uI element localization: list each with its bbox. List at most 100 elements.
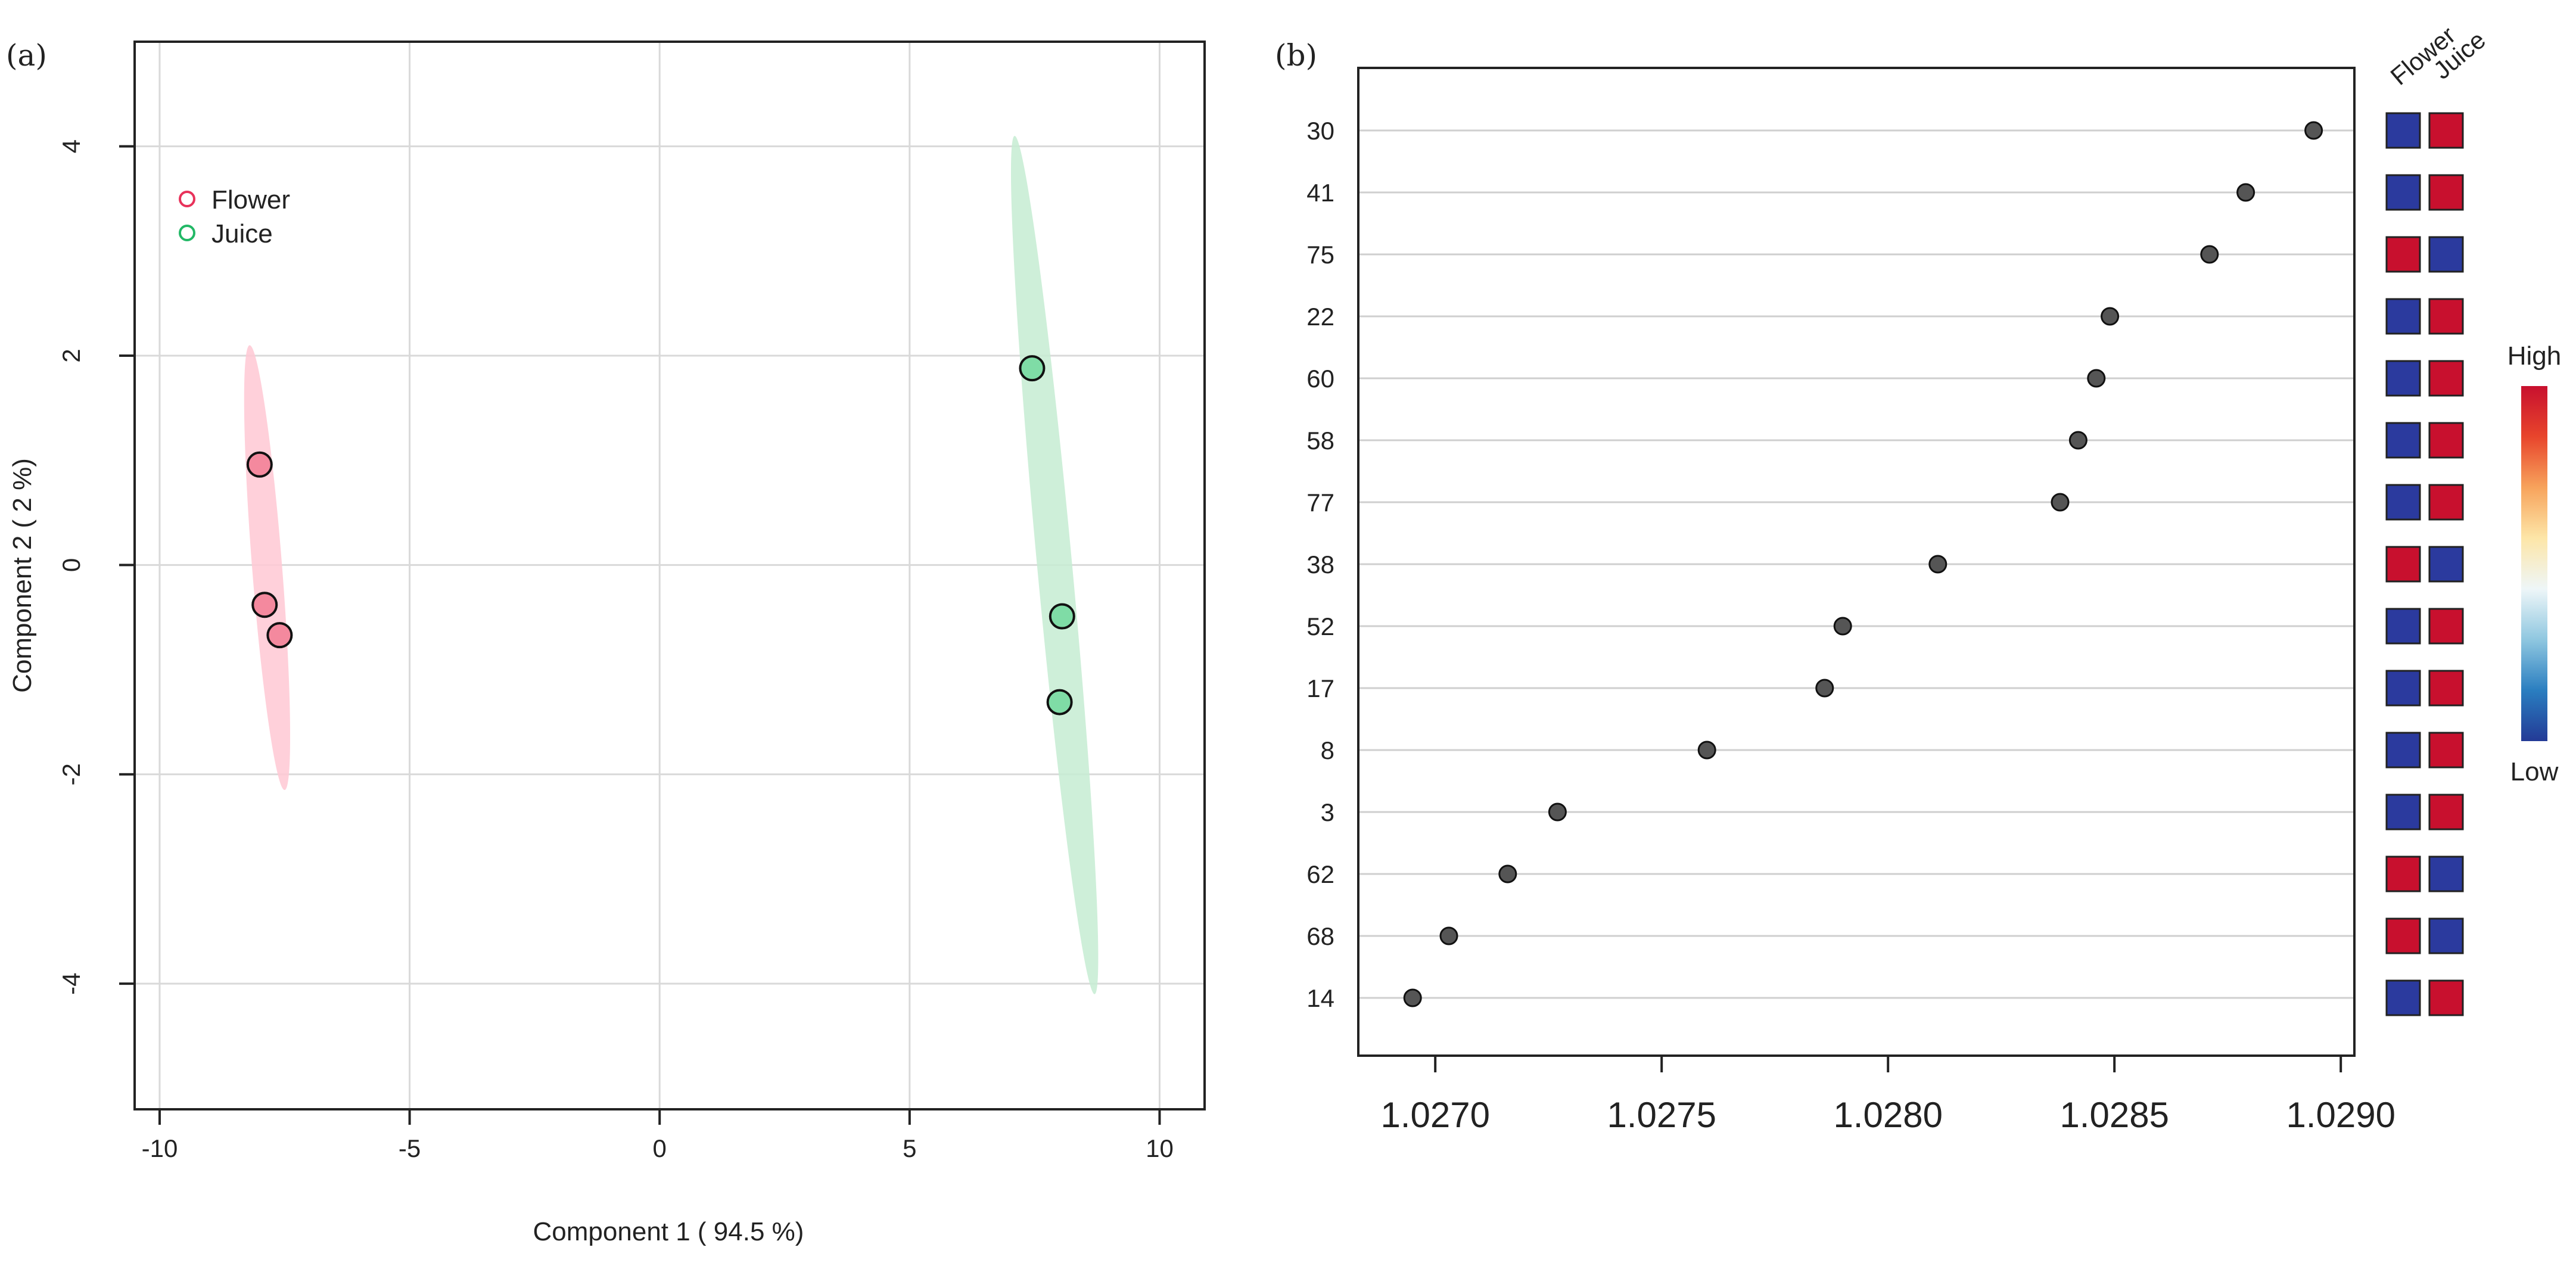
heatmap-cell-juice <box>2428 979 2464 1016</box>
heatmap-cell-juice <box>2428 422 2464 459</box>
heatmap-cell-juice <box>2428 546 2464 583</box>
x-tick-label: 1.0275 <box>1607 1095 1716 1135</box>
point-juice <box>1019 355 1046 382</box>
panel-a-plot-frame <box>133 41 1206 1110</box>
vip-point <box>2068 431 2087 450</box>
heatmap-cell-flower <box>2385 174 2421 211</box>
legend-marker-juice <box>179 225 195 241</box>
legend-marker-flower <box>179 191 195 207</box>
feature-label: 17 <box>1306 674 1334 702</box>
feature-label: 3 <box>1321 798 1334 826</box>
x-tick-label: 1.0290 <box>2286 1095 2395 1135</box>
panel-a-grid <box>135 42 1205 1109</box>
heatmap-cell-juice <box>2428 236 2464 273</box>
y-tick-label: 2 <box>57 349 85 362</box>
heatmap-cell-flower <box>2385 298 2421 335</box>
panel-a-legend: Flower Juice <box>179 185 290 248</box>
vip-point <box>1439 926 1458 945</box>
ellipse-flower <box>244 345 291 791</box>
y-tick-label: -4 <box>57 972 85 994</box>
heatmap-cell-flower <box>2385 917 2421 954</box>
point-flower <box>266 622 293 649</box>
colorbar-gradient <box>2521 386 2547 741</box>
panel-a-pca-scatter: (a) -10 -5 0 5 10 -4 -2 0 2 4 Component 1 ( 94.5… <box>6 38 1206 1246</box>
ellipse-juice <box>1010 136 1099 994</box>
feature-label: 52 <box>1306 612 1334 640</box>
point-juice <box>1049 603 1075 630</box>
vip-point <box>1928 555 1947 574</box>
vip-point <box>1403 988 1422 1007</box>
x-tick-label: 1.0285 <box>2059 1095 2169 1135</box>
heatmap-cell-juice <box>2428 174 2464 211</box>
feature-label: 68 <box>1306 922 1334 950</box>
feature-label: 58 <box>1306 427 1334 455</box>
heatmap-cell-flower <box>2385 236 2421 273</box>
y-tick-label: -2 <box>57 763 85 785</box>
vip-point <box>2236 183 2255 202</box>
x-tick-label: -10 <box>142 1134 178 1162</box>
legend-label-juice: Juice <box>211 219 273 248</box>
feature-label: 62 <box>1306 860 1334 888</box>
heatmap-cell-juice <box>2428 917 2464 954</box>
y-tick-label: 0 <box>57 558 85 572</box>
heatmap-cell-juice <box>2428 360 2464 397</box>
heatmap-cell-juice <box>2428 670 2464 707</box>
panel-a-x-axis: -10 -5 0 5 10 <box>142 1109 1174 1162</box>
vip-point <box>2051 493 2070 512</box>
colorbar-high-label: High <box>2507 341 2562 371</box>
heatmap-cell-juice <box>2428 608 2464 645</box>
vip-point <box>1498 864 1517 884</box>
point-flower <box>246 451 273 478</box>
x-tick-label: 5 <box>903 1134 916 1162</box>
heatmap-cell-flower <box>2385 856 2421 892</box>
point-flower <box>251 592 278 618</box>
x-tick-label: 10 <box>1146 1134 1174 1162</box>
panel-a-x-axis-title: Component 1 ( 94.5 %) <box>533 1217 804 1246</box>
panel-b-points <box>1403 121 2323 1007</box>
feature-label: 75 <box>1306 241 1334 269</box>
heatmap-cell-flower <box>2385 484 2421 521</box>
panel-a-y-axis-title: Component 2 ( 2 %) <box>8 458 37 693</box>
x-tick-label: -5 <box>399 1134 421 1162</box>
vip-point <box>2304 121 2323 140</box>
feature-label: 38 <box>1306 550 1334 578</box>
panel-a-label: (a) <box>6 38 47 73</box>
vip-point <box>2200 245 2219 264</box>
panel-b-grid <box>1358 129 2354 999</box>
heatmap-column-headers: Flower Juice <box>2385 21 2491 91</box>
vip-point <box>1548 802 1567 822</box>
panel-b-plot-frame <box>1357 67 2356 1057</box>
x-tick-label: 1.0270 <box>1380 1095 1490 1135</box>
panel-a-points <box>246 355 1075 716</box>
feature-label: 60 <box>1306 365 1334 393</box>
vip-point <box>2101 307 2120 326</box>
heatmap-cell-flower <box>2385 794 2421 830</box>
feature-label: 8 <box>1321 736 1334 764</box>
heatmap-cell-flower <box>2385 670 2421 707</box>
panel-b-x-axis: 1.0270 1.0275 1.0280 1.0285 1.0290 <box>1380 1056 2395 1135</box>
feature-label: 22 <box>1306 303 1334 331</box>
heatmap-cell-juice <box>2428 298 2464 335</box>
heatmap-cell-flower <box>2385 546 2421 583</box>
colorbar: High Low <box>2507 341 2562 786</box>
heatmap-cell-flower <box>2385 979 2421 1016</box>
x-tick-label: 0 <box>653 1134 667 1162</box>
point-juice <box>1046 689 1073 716</box>
heatmap-cell-juice <box>2428 856 2464 892</box>
vip-point <box>1833 617 1852 636</box>
colorbar-low-label: Low <box>2510 757 2559 786</box>
panel-b-label: (b) <box>1275 38 1317 73</box>
panel-b-feature-labels: 30 41 75 22 60 58 77 38 52 17 8 3 62 68 14 <box>1306 117 1334 1012</box>
heatmap-cell-flower <box>2385 732 2421 769</box>
panel-b-heatmap <box>2385 112 2464 1016</box>
feature-label: 14 <box>1306 984 1334 1012</box>
heatmap-cell-flower <box>2385 360 2421 397</box>
vip-point <box>1697 741 1716 760</box>
y-tick-label: 4 <box>57 139 85 153</box>
vip-point <box>2087 369 2106 388</box>
x-tick-label: 1.0280 <box>1833 1095 1943 1135</box>
feature-label: 30 <box>1306 117 1334 145</box>
feature-label: 41 <box>1306 179 1334 207</box>
vip-point <box>1815 679 1834 698</box>
heatmap-cell-juice <box>2428 484 2464 521</box>
